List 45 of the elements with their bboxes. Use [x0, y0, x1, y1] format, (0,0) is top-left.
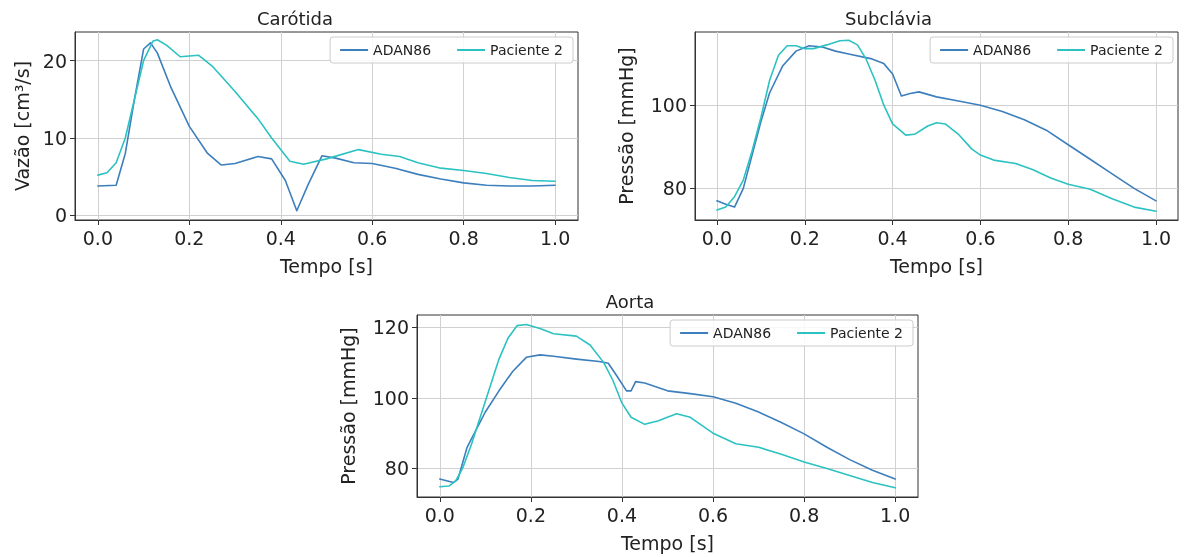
y-tick-label: 80	[662, 177, 687, 200]
y-tick-label: 10	[42, 126, 67, 149]
y-axis-title: Pressão [mmHg]	[336, 327, 359, 485]
legend-label: ADAN86	[713, 325, 772, 341]
x-tick-label: 1.0	[880, 503, 911, 526]
chart-title: Aorta	[605, 290, 655, 312]
x-tick-label: 1.0	[540, 226, 571, 249]
x-tick-label: 0.6	[965, 226, 996, 249]
y-tick-label: 120	[372, 316, 409, 339]
x-tick-label: 0.4	[877, 226, 908, 249]
x-tick-label: 0.0	[424, 503, 455, 526]
x-axis-title: Tempo [s]	[888, 254, 984, 277]
x-tick-label: 0.6	[697, 503, 729, 526]
x-tick-label: 0.4	[606, 503, 638, 526]
x-tick-label: 0.2	[515, 503, 546, 526]
x-tick-label: 0.6	[357, 226, 388, 249]
y-tick-label: 0	[54, 204, 67, 227]
x-tick-label: 0.0	[82, 226, 113, 249]
x-tick-label: 0.8	[448, 226, 479, 249]
legend-label: Paciente 2	[1090, 42, 1164, 58]
x-tick-label: 0.2	[174, 226, 205, 249]
y-tick-label: 100	[650, 94, 687, 117]
y-tick-label: 100	[372, 386, 409, 409]
chart-title: Carótida	[256, 7, 334, 29]
x-axis-title: Tempo [s]	[278, 254, 374, 277]
chart-title: Subclávia	[845, 7, 932, 29]
line-series	[97, 42, 556, 212]
line-series	[97, 38, 556, 183]
legend-label: ADAN86	[973, 42, 1032, 58]
legend-label: Paciente 2	[830, 325, 904, 341]
x-tick-label: 0.2	[789, 226, 820, 249]
x-tick-label: 1.0	[1140, 226, 1172, 249]
x-axis-title: Tempo [s]	[619, 531, 715, 554]
legend-label: ADAN86	[373, 42, 432, 58]
legend-label: Paciente 2	[490, 42, 564, 58]
y-tick-label: 80	[384, 457, 409, 480]
x-tick-label: 0.8	[789, 503, 820, 526]
line-series	[438, 354, 897, 484]
y-tick-label: 20	[42, 49, 67, 72]
y-axis-title: Pressão [mmHg]	[614, 47, 637, 205]
x-tick-label: 0.8	[1053, 226, 1084, 249]
x-tick-label: 0.4	[265, 226, 296, 249]
x-tick-label: 0.0	[701, 226, 733, 249]
line-series	[438, 323, 897, 489]
y-axis-title: Vazão [cm³/s]	[11, 60, 34, 192]
